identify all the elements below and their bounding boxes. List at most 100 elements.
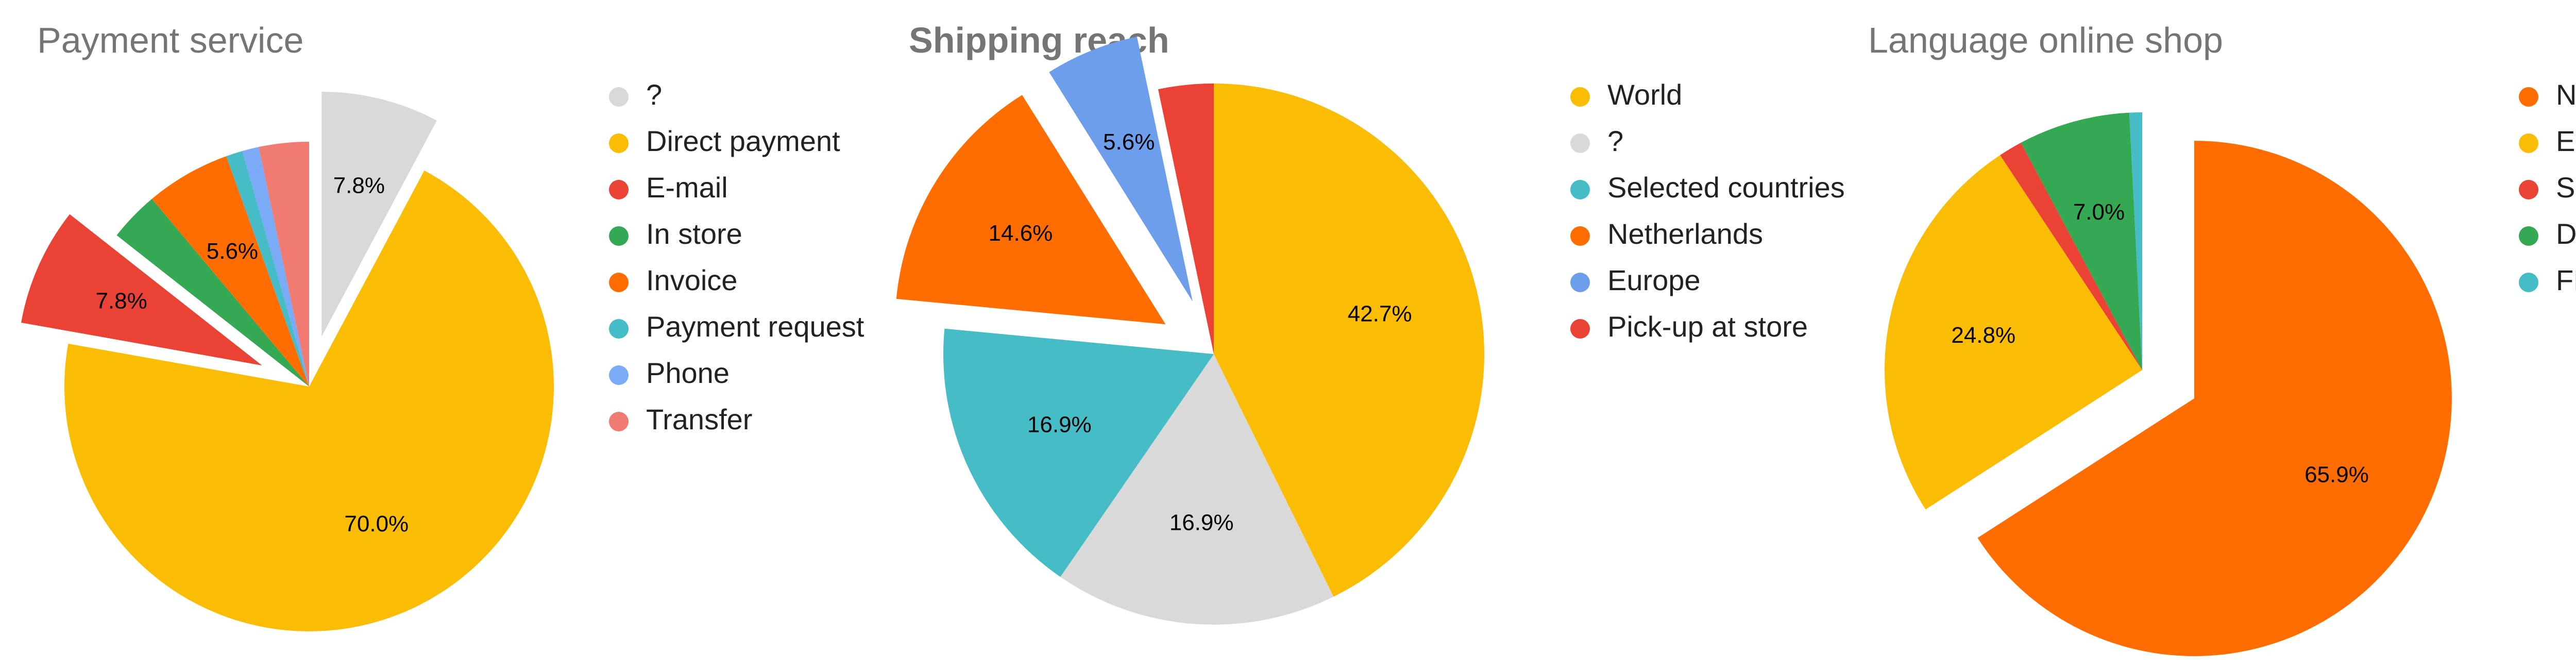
pie-slice-netherlands (896, 95, 1166, 325)
pie-slice-label-selected-countries: 16.9% (1027, 412, 1092, 438)
pie-slice-nl (1977, 141, 2452, 657)
pie-slice-transfer (259, 142, 309, 387)
pie-slice-eng (1885, 155, 2142, 510)
pie-slices (21, 91, 554, 631)
legend-item-in-store: In store (609, 217, 742, 250)
legend: World? Selected countries Netherlands Europ… (1570, 78, 1845, 343)
legend-item-fr: FR (2519, 264, 2576, 296)
legend-item-sp: SP (2519, 171, 2576, 204)
legend-item-e-mail: E-mail (609, 171, 728, 204)
legend-item-unknown: ? (1570, 125, 1623, 157)
pie-slice-europe (1049, 37, 1193, 301)
legend-item-netherlands: Netherlands (1570, 217, 1763, 250)
legend-item-direct-payment: Direct payment (609, 125, 840, 157)
legend-item-europe: Europe (1570, 264, 1701, 296)
legend-label: Pick-up at store (1607, 310, 1808, 343)
legend-swatch (2519, 87, 2538, 107)
legend-label: World (1607, 78, 1682, 111)
shipping-reach-chart: Shipping reach 42.7%16.9%16.9%14.6%5.6% … (896, 20, 1845, 625)
legend-swatch (609, 412, 629, 431)
legend-label: Phone (646, 357, 730, 389)
pie-slice-labels: 65.9% 24.8% 7.0% (1951, 199, 2368, 488)
legend-label: Direct payment (646, 125, 840, 157)
pie-slice-unknown (1060, 354, 1334, 625)
legend-swatch (609, 133, 629, 153)
legend-swatch (2519, 226, 2538, 246)
legend-swatch (2519, 133, 2538, 153)
legend-label: Europe (1607, 264, 1701, 296)
pie-slice-label-nl: 65.9% (2304, 462, 2369, 488)
pie-slice-fr (2129, 112, 2142, 370)
legend-label: E-mail (646, 171, 728, 204)
legend-swatch (609, 180, 629, 199)
legend-label: Netherlands (1607, 217, 1763, 250)
pie-slice-label-unknown: 7.8% (333, 173, 385, 198)
chart-title: Language online shop (1868, 20, 2223, 60)
legend-swatch (609, 365, 629, 385)
legend-item-pick-up-at-store: Pick-up at store (1570, 310, 1808, 343)
legend-label: Invoice (646, 264, 737, 296)
pie-slice-labels: 42.7% 16.9% 16.9% 14.6% 5.6% (989, 129, 1412, 535)
legend-label: NL (2556, 78, 2576, 111)
legend-swatch (609, 273, 629, 292)
pie-slices (1885, 112, 2452, 657)
pie-slice-labels: 7.8% 70.0% 7.8% 5.6% (95, 173, 409, 536)
pie-slice-label-unknown: 16.9% (1170, 510, 1234, 535)
pie-slice-label-direct-payment: 70.0% (344, 511, 409, 537)
pie-slice-sp (2000, 142, 2142, 370)
legend-item-selected-countries: Selected countries (1570, 171, 1845, 204)
legend-swatch (1570, 133, 1590, 153)
legend-item-world: World (1570, 78, 1682, 111)
pie-slice-unknown (321, 91, 437, 337)
legend-swatch (2519, 273, 2538, 292)
pie-slice-direct-payment (64, 170, 554, 631)
legend-swatch (609, 226, 629, 246)
pie-slice-label-netherlands: 14.6% (989, 221, 1053, 246)
legend-swatch (1570, 87, 1590, 107)
legend-label: In store (646, 217, 742, 250)
legend-item-unknown: ? (609, 78, 662, 111)
language-online-shop-chart: Language online shop 65.9% 24.8% 7.0% NL EN… (1868, 20, 2576, 657)
pie-slice-selected-countries (943, 328, 1214, 577)
pie-slice-phone (242, 147, 309, 387)
pie-slice-pick-up-at-store (1158, 83, 1214, 354)
pie-slice-payment-request (226, 151, 309, 387)
legend-item-payment-request: Payment request (609, 310, 865, 343)
pie-slice-in-store (116, 198, 309, 387)
legend-item-invoice: Invoice (609, 264, 737, 296)
pie-slice-label-eng: 24.8% (1951, 323, 2015, 348)
legend-item-nl: NL (2519, 78, 2576, 111)
legend-label: DEU (2556, 217, 2576, 250)
chart-title: Payment service (37, 20, 303, 60)
legend-item-phone: Phone (609, 357, 730, 389)
legend-label: ENG (2556, 125, 2576, 157)
legend-label: Payment request (646, 310, 865, 343)
pie-slice-label-e-mail: 7.8% (95, 288, 147, 313)
legend-item-eng: ENG (2519, 125, 2576, 157)
legend-swatch (1570, 180, 1590, 199)
legend-label: ? (646, 78, 662, 111)
pie-slice-invoice (151, 156, 309, 387)
legend-swatch (1570, 226, 1590, 246)
legend-swatch (2519, 180, 2538, 199)
pie-slice-e-mail (21, 214, 262, 366)
pie-slice-label-invoice: 5.6% (207, 239, 258, 264)
legend-label: ? (1607, 125, 1623, 157)
legend-label: Selected countries (1607, 171, 1845, 204)
pie-slices (896, 37, 1485, 625)
pie-slice-label-world: 42.7% (1348, 301, 1412, 326)
legend-label: SP (2556, 171, 2576, 204)
legend: ? Direct payment E-mail In store Invoice Paym… (609, 78, 865, 435)
legend-item-transfer: Transfer (609, 403, 752, 435)
legend-item-deu: DEU (2519, 217, 2576, 250)
legend-swatch (1570, 273, 1590, 292)
legend: NL ENG SP DEU FR (2519, 78, 2576, 296)
pie-slice-deu (2021, 112, 2142, 370)
pie-slice-world (1214, 83, 1485, 597)
legend-swatch (1570, 319, 1590, 339)
legend-label: FR (2556, 264, 2576, 296)
legend-swatch (609, 87, 629, 107)
legend-label: Transfer (646, 403, 752, 435)
pie-slice-label-deu: 7.0% (2073, 199, 2125, 225)
